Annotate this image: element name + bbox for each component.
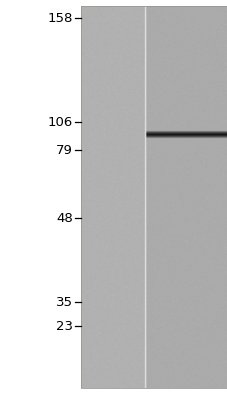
Bar <box>81 6 227 388</box>
Text: 158: 158 <box>47 12 73 24</box>
Text: 79: 79 <box>56 144 73 156</box>
Text: 106: 106 <box>47 116 73 128</box>
Text: 23: 23 <box>56 320 73 332</box>
Text: 35: 35 <box>56 296 73 308</box>
Text: 48: 48 <box>56 212 73 224</box>
